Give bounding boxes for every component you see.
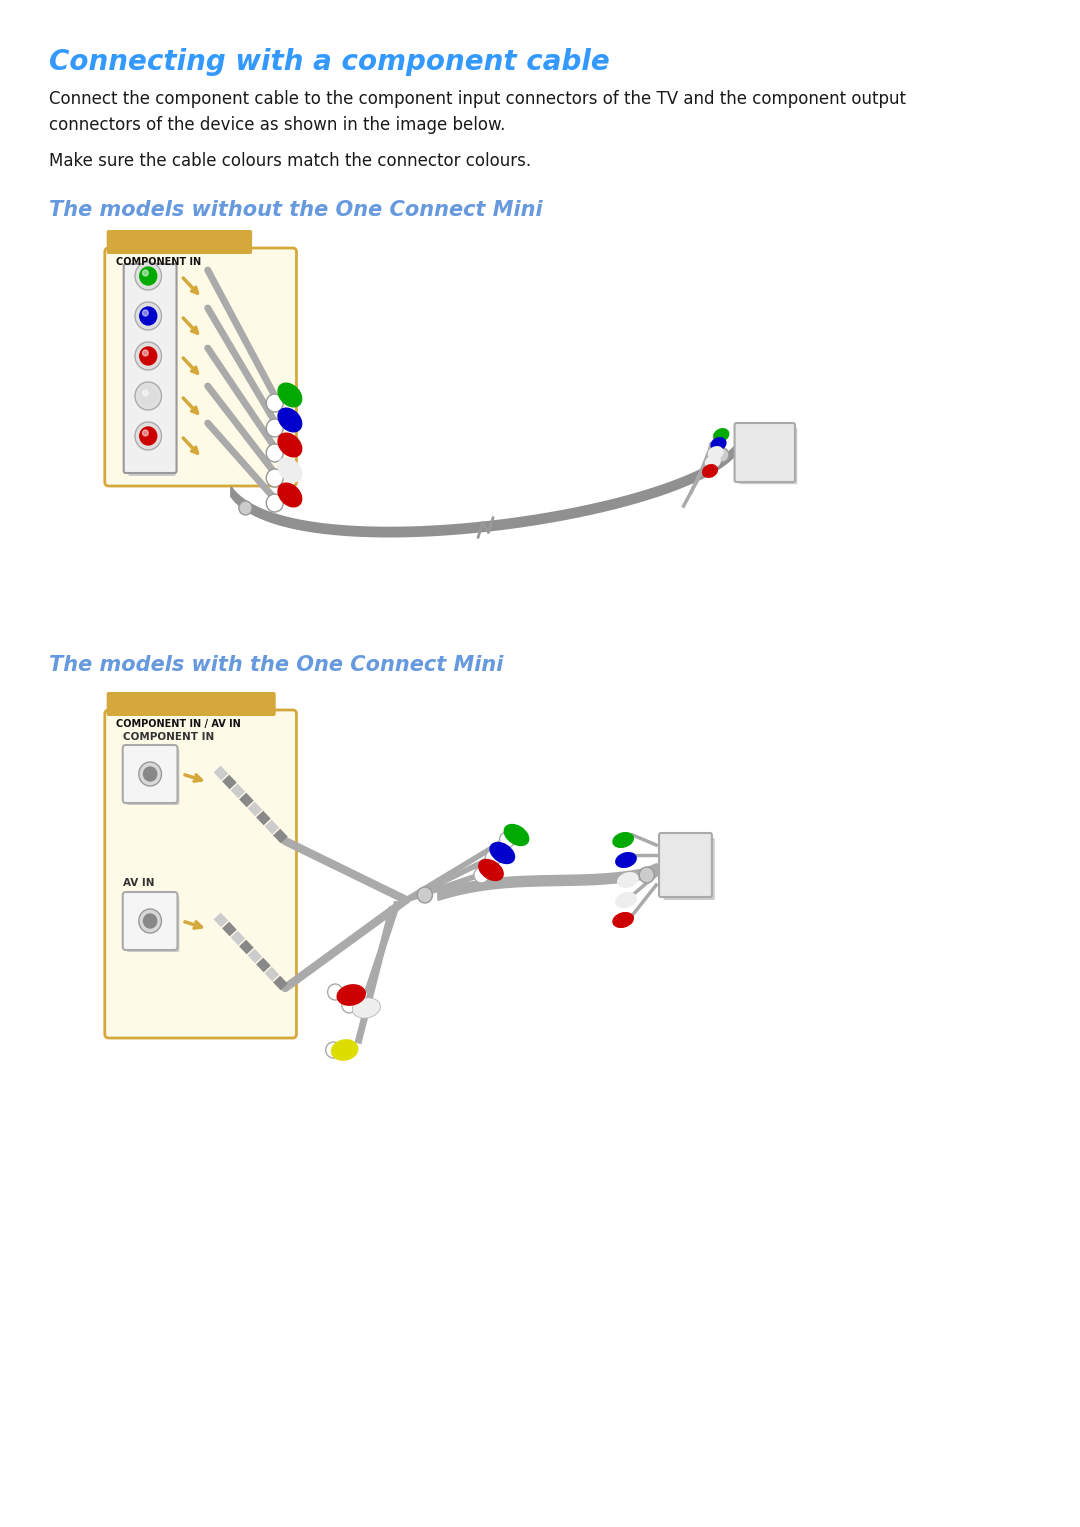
Circle shape — [135, 263, 161, 290]
Circle shape — [716, 447, 729, 463]
Text: COMPONENT IN / AV IN: COMPONENT IN / AV IN — [117, 719, 241, 728]
FancyBboxPatch shape — [105, 710, 297, 1038]
FancyBboxPatch shape — [123, 745, 177, 803]
Ellipse shape — [613, 832, 633, 847]
FancyBboxPatch shape — [659, 834, 712, 896]
Circle shape — [326, 1041, 341, 1058]
Ellipse shape — [708, 447, 723, 460]
Circle shape — [139, 909, 161, 933]
Circle shape — [135, 302, 161, 330]
Ellipse shape — [703, 464, 717, 478]
Circle shape — [135, 342, 161, 370]
Ellipse shape — [714, 429, 729, 441]
FancyBboxPatch shape — [129, 269, 176, 476]
Circle shape — [267, 469, 283, 487]
Circle shape — [139, 347, 157, 365]
Circle shape — [139, 386, 157, 405]
Ellipse shape — [613, 913, 633, 927]
Circle shape — [144, 767, 157, 780]
Text: COMPONENT IN: COMPONENT IN — [123, 731, 214, 742]
FancyBboxPatch shape — [664, 838, 715, 899]
FancyBboxPatch shape — [124, 264, 176, 473]
Circle shape — [485, 851, 500, 866]
Circle shape — [267, 418, 283, 437]
Circle shape — [139, 428, 157, 444]
Text: Make sure the cable colours match the connector colours.: Make sure the cable colours match the co… — [49, 153, 531, 169]
Circle shape — [341, 997, 356, 1012]
Circle shape — [417, 887, 432, 902]
FancyBboxPatch shape — [734, 423, 795, 483]
FancyBboxPatch shape — [107, 231, 252, 253]
FancyBboxPatch shape — [123, 892, 177, 950]
Circle shape — [267, 444, 283, 463]
Text: AV IN: AV IN — [123, 878, 154, 889]
Circle shape — [143, 389, 148, 395]
Circle shape — [327, 983, 342, 1000]
FancyBboxPatch shape — [105, 247, 297, 486]
Ellipse shape — [478, 860, 503, 881]
Circle shape — [499, 832, 514, 847]
Ellipse shape — [278, 483, 301, 507]
Circle shape — [267, 495, 283, 512]
Text: COMPONENT IN: COMPONENT IN — [117, 257, 201, 267]
Ellipse shape — [332, 1040, 357, 1060]
Ellipse shape — [490, 843, 514, 863]
Ellipse shape — [278, 458, 301, 483]
Circle shape — [139, 267, 157, 286]
Ellipse shape — [616, 893, 636, 907]
Circle shape — [139, 307, 157, 325]
Text: The models without the One Connect Mini: The models without the One Connect Mini — [49, 200, 543, 220]
Ellipse shape — [352, 997, 380, 1019]
Ellipse shape — [278, 383, 301, 406]
FancyBboxPatch shape — [107, 692, 275, 716]
Ellipse shape — [705, 455, 720, 469]
Text: The models with the One Connect Mini: The models with the One Connect Mini — [49, 655, 503, 675]
Polygon shape — [740, 428, 796, 483]
Ellipse shape — [616, 852, 636, 867]
Circle shape — [143, 431, 148, 437]
Circle shape — [144, 915, 157, 928]
Circle shape — [267, 394, 283, 412]
Ellipse shape — [618, 872, 638, 887]
Ellipse shape — [337, 985, 365, 1005]
Ellipse shape — [711, 438, 726, 450]
Circle shape — [639, 867, 654, 883]
Ellipse shape — [278, 434, 301, 457]
FancyBboxPatch shape — [126, 750, 179, 805]
Circle shape — [135, 421, 161, 450]
Circle shape — [143, 310, 148, 316]
Text: Connect the component cable to the component input connectors of the TV and the : Connect the component cable to the compo… — [49, 90, 906, 134]
Circle shape — [239, 501, 252, 515]
Circle shape — [135, 382, 161, 411]
Circle shape — [143, 350, 148, 356]
Circle shape — [143, 270, 148, 276]
Text: Connecting with a component cable: Connecting with a component cable — [49, 47, 610, 76]
Ellipse shape — [504, 825, 529, 846]
Ellipse shape — [278, 408, 301, 432]
Circle shape — [474, 867, 489, 883]
FancyBboxPatch shape — [126, 896, 179, 951]
Circle shape — [139, 762, 161, 786]
